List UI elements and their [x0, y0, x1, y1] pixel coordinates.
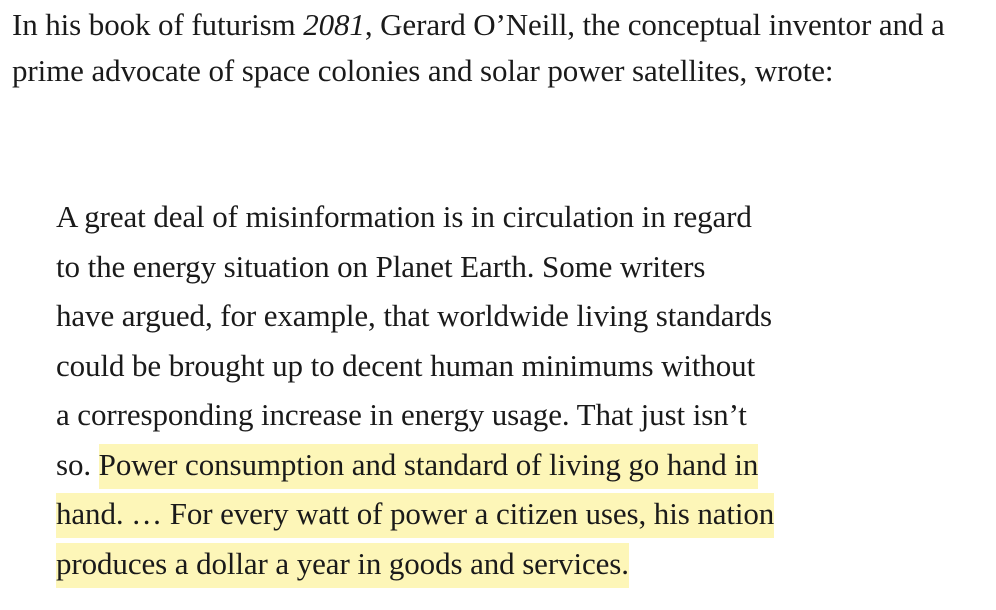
book-title: 2081: [303, 7, 365, 42]
quote-line: could be brought up to decent human mini…: [56, 347, 756, 383]
intro-suffix: , Gerard O’Neill, the conceptual invento…: [12, 7, 945, 88]
highlighted-text: Power consumption and standard of living…: [98, 443, 758, 489]
highlighted-text: produces a dollar a year in goods and se…: [56, 542, 629, 588]
quote-line: hand. … For every watt of power a citize…: [56, 489, 956, 539]
quote-line: produces a dollar a year in goods and se…: [56, 539, 956, 589]
highlighted-text: hand. … For every watt of power a citize…: [56, 493, 774, 538]
block-quote: A great deal of misinformation is in cir…: [56, 192, 956, 588]
quote-line: have argued, for example, that worldwide…: [56, 298, 772, 333]
quote-line: a corresponding increase in energy usage…: [56, 397, 747, 432]
quote-plain-text: so.: [56, 446, 99, 482]
quote-line: to the energy situation on Planet Earth.…: [56, 248, 706, 284]
quote-line: so. Power consumption and standard of li…: [56, 440, 956, 490]
intro-paragraph: In his book of futurism 2081, Gerard O’N…: [12, 2, 987, 94]
quote-line: A great deal of misinformation is in cir…: [56, 199, 752, 234]
intro-prefix: In his book of futurism: [12, 7, 304, 42]
